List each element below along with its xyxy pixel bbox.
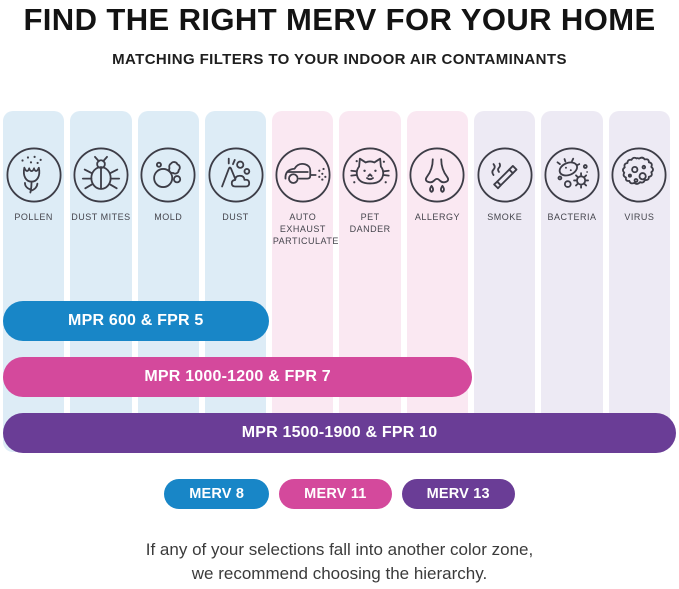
contaminant-label: AUTO EXHAUST PARTICULATES	[272, 212, 346, 247]
smoke-icon	[476, 146, 534, 204]
contaminant-label: BACTERIA	[547, 212, 597, 222]
contaminant-column: BACTERIA	[541, 111, 603, 452]
pollen-icon	[5, 146, 63, 204]
contaminant-column: DUST MITES	[70, 111, 132, 452]
merv-pill: MERV 13	[401, 479, 515, 509]
merv-legend: MERV 8 MERV 11 MERV 13	[0, 479, 679, 509]
contaminant-column: DUST	[204, 111, 267, 452]
contaminant-label: POLLEN	[14, 212, 53, 222]
footer-note: If any of your selections fall into anot…	[0, 538, 679, 586]
mpr-fpr-bar: MPR 1000-1200 & FPR 7	[3, 357, 473, 397]
dust-icon	[207, 146, 265, 204]
contaminant-columns: POLLEN DUST MITES MOLD DUST AUTO EXHAUST…	[0, 111, 673, 452]
contaminant-column: ALLERGY	[406, 111, 469, 452]
mold-icon	[139, 146, 197, 204]
merv-pill: MERV 8	[164, 479, 270, 509]
contaminant-label: DUST MITES	[71, 212, 131, 222]
mpr-fpr-bar: MPR 1500-1900 & FPR 10	[3, 413, 676, 453]
mpr-fpr-bar: MPR 600 & FPR 5	[3, 301, 269, 341]
merv-pill: MERV 11	[279, 479, 392, 509]
bacteria-icon	[543, 146, 601, 204]
contaminant-column: MOLD	[137, 111, 199, 452]
page-subtitle: MATCHING FILTERS TO YOUR INDOOR AIR CONT…	[112, 51, 567, 68]
contaminant-column: VIRUS	[608, 111, 670, 452]
contaminant-column: AUTO EXHAUST PARTICULATES	[272, 111, 346, 452]
contaminant-column: POLLEN	[3, 111, 65, 452]
contaminant-column: SMOKE	[474, 111, 536, 452]
footer-line-1: If any of your selections fall into anot…	[145, 540, 534, 559]
contaminant-label: PET DANDER	[349, 212, 391, 235]
allergy-icon	[408, 146, 466, 204]
contaminant-board: POLLEN DUST MITES MOLD DUST AUTO EXHAUST…	[0, 111, 679, 453]
contaminant-column: PET DANDER	[339, 111, 401, 452]
footer-line-2: we recommend choosing the hierarchy.	[191, 564, 488, 583]
contaminant-label: VIRUS	[624, 212, 655, 222]
contaminant-label: ALLERGY	[414, 212, 460, 222]
pet-dander-icon	[341, 146, 399, 204]
page-title: FIND THE RIGHT MERV FOR YOUR HOME	[23, 2, 656, 37]
contaminant-label: MOLD	[154, 212, 183, 222]
contaminant-label: SMOKE	[487, 212, 523, 222]
contaminant-label: DUST	[222, 212, 249, 222]
dust-mites-icon	[72, 146, 130, 204]
virus-icon	[610, 146, 668, 204]
auto-exhaust-icon	[274, 146, 332, 204]
